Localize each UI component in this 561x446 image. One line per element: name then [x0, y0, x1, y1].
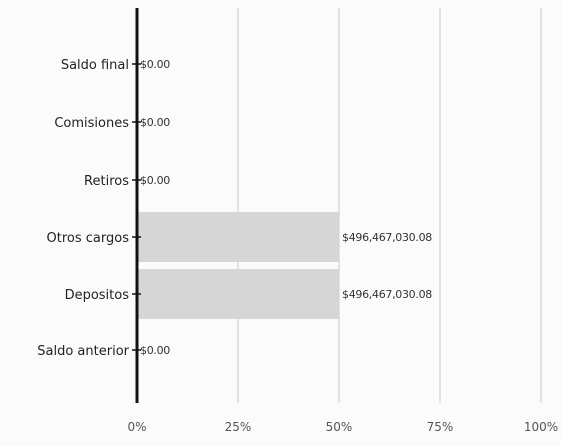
data-label: $0.00: [140, 58, 170, 71]
bar: [137, 269, 339, 319]
data-label: $496,467,030.08: [342, 288, 432, 301]
data-label: $0.00: [140, 174, 170, 187]
x-tick-labels: 0% 25% 50% 75% 100%: [127, 420, 558, 434]
gridlines: [237, 8, 542, 403]
data-label: $496,467,030.08: [342, 231, 432, 244]
x-tick-label: 0%: [127, 420, 146, 434]
data-labels: $0.00 $0.00 $0.00 $496,467,030.08 $496,467,0…: [140, 58, 433, 357]
bars: [137, 212, 339, 319]
y-tick-label: Depositos: [65, 288, 130, 303]
y-tick-label: Otros cargos: [47, 231, 130, 246]
x-tick-label: 25%: [225, 420, 252, 434]
y-tick-label: Retiros: [84, 174, 129, 189]
bar: [137, 212, 339, 262]
data-label: $0.00: [140, 344, 170, 357]
y-tick-label: Saldo final: [61, 58, 129, 73]
y-tick-labels: Saldo final Comisiones Retiros Otros cargos…: [37, 58, 141, 359]
y-tick-label: Comisiones: [54, 116, 129, 131]
x-tick-label: 50%: [326, 420, 353, 434]
y-tick-label: Saldo anterior: [37, 344, 129, 359]
x-tick-label: 100%: [524, 420, 558, 434]
x-tick-label: 75%: [427, 420, 454, 434]
data-label: $0.00: [140, 116, 170, 129]
